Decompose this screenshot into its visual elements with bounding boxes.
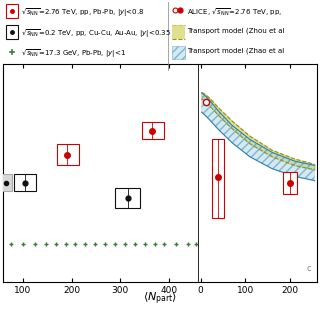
Bar (172, 46, 185, 60)
Text: Transport model (Zhou et al: Transport model (Zhou et al (187, 27, 285, 34)
Text: $\sqrt{s_{\rm NN}}$=17.3 GeV, Pb-Pb, $|y|$<1: $\sqrt{s_{\rm NN}}$=17.3 GeV, Pb-Pb, $|y… (21, 48, 126, 60)
Bar (142, 122, 164, 140)
Bar (6, 25, 18, 39)
Bar (6, 4, 18, 18)
Text: $\langle N_{\rm part}\rangle$: $\langle N_{\rm part}\rangle$ (143, 291, 177, 307)
Bar (57, 144, 79, 165)
Text: $\sqrt{s_{\rm NN}}$=0.2 TeV, pp, Cu-Cu, Au-Au, $|y|$<0.35: $\sqrt{s_{\rm NN}}$=0.2 TeV, pp, Cu-Cu, … (21, 27, 171, 40)
Text: Transport model (Zhao et al: Transport model (Zhao et al (187, 48, 284, 54)
Text: ALICE, $\sqrt{s_{\rm NN}}$=2.76 TeV, pp,: ALICE, $\sqrt{s_{\rm NN}}$=2.76 TeV, pp, (187, 6, 283, 18)
Text: c: c (306, 264, 311, 273)
Bar (283, 172, 297, 194)
Bar (116, 188, 140, 208)
Bar (14, 174, 36, 191)
Bar (1, 174, 12, 191)
Bar (172, 25, 185, 39)
Text: $\sqrt{s_{\rm NN}}$=2.76 TeV, pp, Pb-Pb, $|y|$<0.8: $\sqrt{s_{\rm NN}}$=2.76 TeV, pp, Pb-Pb,… (21, 6, 144, 19)
Bar (212, 140, 224, 218)
